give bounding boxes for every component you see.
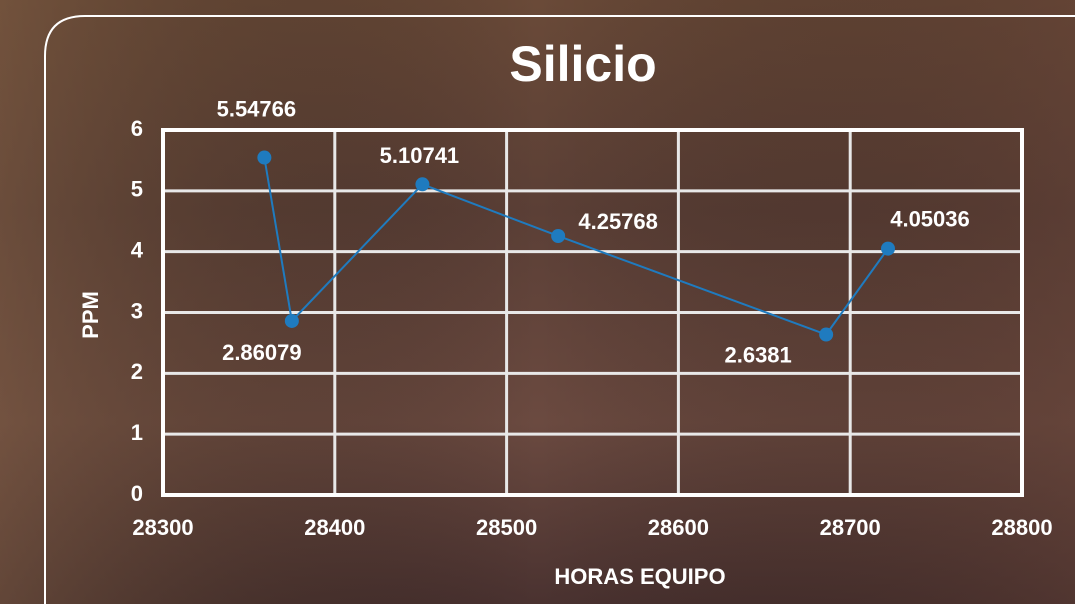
data-label: 5.10741: [380, 143, 460, 168]
data-point: [257, 151, 271, 165]
page: Silicio HORAS EQUIPO PPM 0 1 2 3 4 5 6 28300 284…: [0, 0, 1075, 604]
y-tick-label: 0: [131, 481, 143, 506]
y-tick-label: 5: [131, 177, 143, 202]
y-tick-label: 4: [131, 237, 144, 262]
data-label: 5.54766: [217, 96, 297, 121]
x-tick-label: 28300: [132, 515, 193, 540]
y-axis-label: PPM: [78, 291, 103, 339]
x-tick-label: 28700: [820, 515, 881, 540]
data-label: 4.25768: [578, 209, 658, 234]
data-label: 2.6381: [724, 342, 791, 367]
y-tick-label: 6: [131, 116, 143, 141]
data-point: [415, 177, 429, 191]
data-point: [881, 242, 895, 256]
data-point: [551, 229, 565, 243]
x-tick-label: 28500: [476, 515, 537, 540]
x-axis-label: HORAS EQUIPO: [554, 564, 725, 589]
y-tick-label: 2: [131, 359, 143, 384]
data-label: 2.86079: [222, 340, 302, 365]
x-tick-label: 28800: [991, 515, 1052, 540]
x-tick-label: 28600: [648, 515, 709, 540]
data-point: [819, 328, 833, 342]
data-label: 4.05036: [890, 206, 970, 231]
chart-title: Silicio: [509, 36, 656, 92]
x-tick-label: 28400: [304, 515, 365, 540]
y-tick-label: 3: [131, 298, 143, 323]
chart: Silicio HORAS EQUIPO PPM 0 1 2 3 4 5 6 28300 284…: [0, 0, 1075, 604]
data-point: [285, 314, 299, 328]
y-tick-label: 1: [131, 420, 143, 445]
